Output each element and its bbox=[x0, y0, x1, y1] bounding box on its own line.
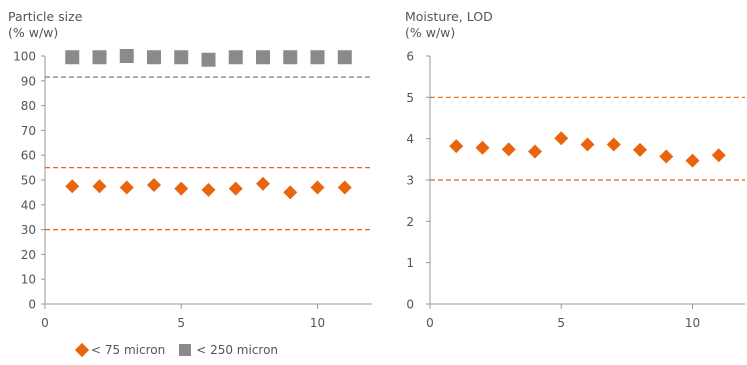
chart1-diamond-point bbox=[174, 181, 189, 196]
chart1-square-point bbox=[283, 50, 298, 65]
chart2-y-tick-label: 3 bbox=[406, 174, 414, 188]
chart2-x-tick-label: 5 bbox=[557, 316, 565, 330]
chart1-diamond-point bbox=[283, 185, 298, 200]
square-marker-icon bbox=[179, 344, 192, 356]
legend-label: < 75 micron bbox=[91, 343, 166, 357]
chart2-diamond-point bbox=[528, 144, 542, 159]
chart1-x-tick-label: 10 bbox=[310, 316, 325, 330]
chart1-square-point bbox=[92, 50, 107, 65]
chart1-y-tick-label: 60 bbox=[21, 149, 36, 163]
chart2-diamond-point bbox=[659, 149, 674, 164]
chart1-square-point bbox=[228, 50, 243, 65]
chart2-y-tick-label: 0 bbox=[406, 298, 414, 312]
chart2-y-tick-label: 2 bbox=[406, 215, 414, 229]
chart1-x-tick-label: 0 bbox=[41, 316, 49, 330]
chart1-x-tick-label: 5 bbox=[177, 316, 185, 330]
legend: < 75 micron < 250 micron bbox=[74, 341, 292, 359]
legend-item-250-micron: < 250 micron bbox=[179, 343, 278, 357]
diamond-marker-icon bbox=[74, 342, 90, 358]
chart2-diamond-point bbox=[633, 142, 647, 157]
chart1-diamond-point bbox=[65, 179, 80, 194]
chart1-title: Particle size bbox=[8, 9, 83, 24]
legend-label: < 250 micron bbox=[196, 343, 279, 357]
chart2-y-tick-label: 4 bbox=[406, 132, 414, 146]
chart1-diamond-point bbox=[201, 182, 216, 197]
chart2-subtitle: (% w/w) bbox=[405, 25, 455, 40]
chart2-y-tick-label: 1 bbox=[406, 256, 414, 270]
chart1-diamond-point bbox=[228, 181, 243, 196]
chart1-square-point bbox=[337, 50, 352, 65]
chart2-diamond-point bbox=[554, 131, 569, 146]
chart1-y-tick-label: 50 bbox=[21, 174, 36, 188]
chart1-square-point bbox=[310, 50, 325, 65]
chart2-diamond-point bbox=[449, 139, 464, 154]
chart1-square-point bbox=[147, 50, 161, 65]
chart1-square-point bbox=[65, 50, 80, 65]
chart2-x-tick-label: 0 bbox=[426, 316, 434, 330]
legend-item-75-micron: < 75 micron bbox=[74, 342, 166, 358]
chart1-square-point bbox=[201, 52, 216, 67]
chart1-diamond-point bbox=[92, 179, 107, 194]
chart1-diamond-point bbox=[256, 176, 270, 191]
chart1-diamond-point bbox=[337, 180, 352, 195]
chart1-y-tick-label: 80 bbox=[21, 99, 36, 113]
chart2-title: Moisture, LOD bbox=[405, 9, 493, 24]
chart1-y-tick-label: 70 bbox=[21, 124, 36, 138]
chart1-square-point bbox=[174, 50, 189, 65]
chart1-y-tick-label: 20 bbox=[21, 248, 36, 262]
chart2-diamond-point bbox=[475, 140, 490, 155]
chart1-square-point bbox=[256, 50, 270, 65]
chart1-y-tick-label: 0 bbox=[28, 298, 36, 312]
chart2-diamond-point bbox=[685, 153, 700, 168]
chart1-square-point bbox=[119, 49, 134, 63]
chart2-diamond-point bbox=[580, 137, 595, 152]
chart2-diamond-point bbox=[711, 148, 726, 163]
chart2-y-tick-label: 5 bbox=[406, 91, 414, 105]
chart1-diamond-point bbox=[310, 180, 325, 195]
chart1-y-tick-label: 100 bbox=[13, 50, 36, 64]
chart2-diamond-point bbox=[501, 142, 516, 157]
chart1-y-tick-label: 90 bbox=[21, 74, 36, 88]
chart1-diamond-point bbox=[147, 177, 161, 192]
chart2-x-tick-label: 10 bbox=[685, 316, 700, 330]
chart1-diamond-point bbox=[119, 180, 134, 195]
chart2-y-tick-label: 6 bbox=[406, 50, 414, 64]
chart1-y-tick-label: 10 bbox=[21, 273, 36, 287]
chart1-subtitle: (% w/w) bbox=[8, 25, 58, 40]
chart2-diamond-point bbox=[606, 137, 621, 152]
chart1-y-tick-label: 30 bbox=[21, 223, 36, 237]
chart1-y-tick-label: 40 bbox=[21, 198, 36, 212]
